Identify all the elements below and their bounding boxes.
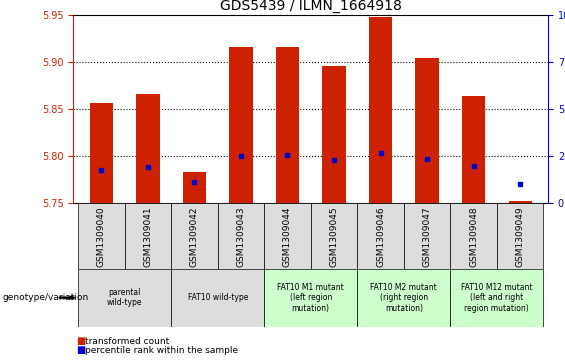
Bar (462, 96, 485, 203)
Bar (276, 46, 299, 203)
Text: FAT10 M12 mutant
(left and right
region mutation): FAT10 M12 mutant (left and right region … (461, 283, 533, 313)
Bar (357, 269, 450, 327)
Bar (264, 269, 357, 327)
Text: GSM1309048: GSM1309048 (469, 207, 478, 267)
Bar (90, 103, 113, 203)
Text: GSM1309044: GSM1309044 (283, 207, 292, 267)
Text: GSM1309049: GSM1309049 (516, 207, 525, 267)
Bar (369, 17, 392, 203)
Text: ■: ■ (76, 336, 85, 346)
Text: genotype/variation: genotype/variation (3, 293, 89, 302)
Bar (136, 94, 159, 203)
Bar (218, 203, 264, 269)
Text: FAT10 wild-type: FAT10 wild-type (188, 293, 248, 302)
Bar (264, 203, 311, 269)
Bar (311, 203, 357, 269)
Bar (508, 201, 532, 203)
Text: GSM1309042: GSM1309042 (190, 207, 199, 267)
Text: GSM1309041: GSM1309041 (144, 207, 153, 267)
Bar (497, 203, 544, 269)
Text: GSM1309045: GSM1309045 (329, 207, 338, 267)
Text: transformed count: transformed count (85, 337, 169, 346)
Bar (171, 203, 218, 269)
Text: percentile rank within the sample: percentile rank within the sample (85, 346, 238, 355)
Text: FAT10 M2 mutant
(right region
mutation): FAT10 M2 mutant (right region mutation) (371, 283, 437, 313)
Bar (450, 203, 497, 269)
Bar (171, 269, 264, 327)
Text: GSM1309043: GSM1309043 (237, 207, 245, 267)
Bar (183, 172, 206, 203)
Text: ■: ■ (76, 345, 85, 355)
Bar (450, 269, 544, 327)
Text: GSM1309046: GSM1309046 (376, 207, 385, 267)
Bar (357, 203, 404, 269)
Bar (78, 203, 125, 269)
Title: GDS5439 / ILMN_1664918: GDS5439 / ILMN_1664918 (220, 0, 402, 13)
Text: GSM1309047: GSM1309047 (423, 207, 432, 267)
Text: FAT10 M1 mutant
(left region
mutation): FAT10 M1 mutant (left region mutation) (277, 283, 344, 313)
Bar (125, 203, 171, 269)
Text: GSM1309040: GSM1309040 (97, 207, 106, 267)
Bar (404, 203, 450, 269)
Bar (323, 66, 346, 203)
Bar (415, 58, 438, 203)
Bar (229, 46, 253, 203)
Text: parental
wild-type: parental wild-type (107, 288, 142, 307)
Bar (78, 269, 171, 327)
